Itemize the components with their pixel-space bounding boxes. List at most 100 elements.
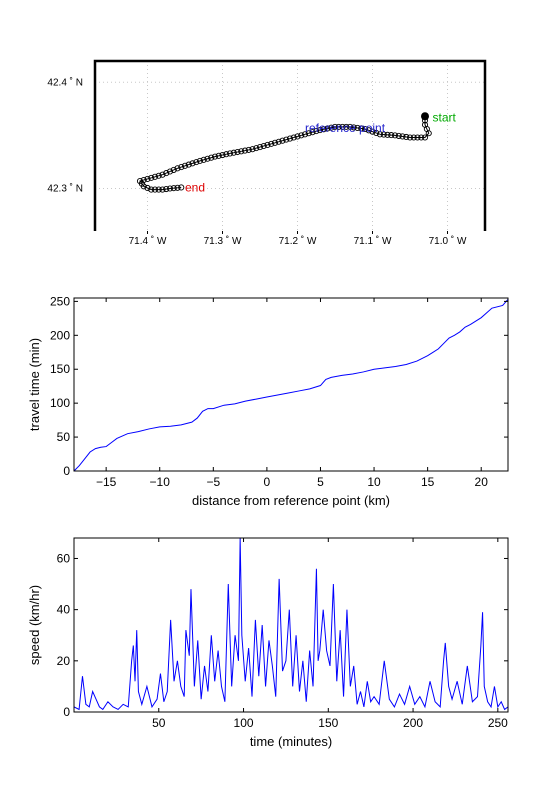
map-track-point xyxy=(380,131,387,138)
map-annotation-start: start xyxy=(433,111,457,125)
travel-x-tick-label: 10 xyxy=(367,475,381,489)
speed-y-tick-label: 60 xyxy=(57,551,71,565)
travel-time-chart: −15 −10 −5 0 5 10 15 20050100150200250distance … xyxy=(27,294,509,508)
map-track-point xyxy=(373,129,380,137)
map-x-tick-label: 71.0 ˚ W xyxy=(429,235,467,247)
map-track-chart: 71.4 ˚ W 71.3 ˚ W 71.2 ˚ W 71.1 ˚ W 71.0 ˚ W… xyxy=(47,59,487,247)
speed-series-line xyxy=(73,537,509,711)
travel-x-tick-label: −15 xyxy=(96,475,117,489)
travel-x-tick-label: −10 xyxy=(150,475,171,489)
map-track-point xyxy=(343,123,350,130)
map-track-point xyxy=(395,132,402,139)
map-track-point xyxy=(234,148,241,156)
map-track-point xyxy=(365,127,372,134)
travel-axes-box xyxy=(73,297,509,472)
map-track-point xyxy=(339,123,346,130)
speed-x-tick-label: 50 xyxy=(152,716,166,730)
map-track-point xyxy=(163,185,170,193)
speed-x-tick-label: 150 xyxy=(318,716,338,730)
map-track-point xyxy=(166,185,174,192)
travel-y-tick-label: 0 xyxy=(63,464,70,478)
map-track-point xyxy=(403,133,410,141)
map-track-point xyxy=(358,125,365,132)
map-track-point xyxy=(178,184,185,191)
map-track-point xyxy=(268,140,275,147)
map-track-line xyxy=(139,116,430,191)
map-track-point xyxy=(376,131,384,138)
map-track-point xyxy=(294,133,301,140)
map-track-point xyxy=(230,149,237,156)
travel-x-tick-label: 5 xyxy=(317,475,324,489)
speed-y-tick-label: 40 xyxy=(57,603,71,617)
speed-x-axis-label: time (minutes) xyxy=(250,734,332,749)
map-x-tick-label: 71.1 ˚ W xyxy=(354,235,392,247)
map-frame xyxy=(93,59,487,231)
map-track-point xyxy=(148,174,155,181)
map-track-point xyxy=(178,164,185,171)
map-track-point xyxy=(335,123,342,130)
map-track-point xyxy=(418,134,425,141)
map-track-point xyxy=(174,184,181,191)
map-y-tick-label: 42.4 ˚ N xyxy=(47,76,83,88)
map-track-point xyxy=(215,152,222,159)
map-x-tick-label: 71.3 ˚ W xyxy=(204,235,242,247)
map-track-point xyxy=(264,141,271,148)
map-track-point xyxy=(163,170,170,177)
travel-x-axis-label: distance from reference point (km) xyxy=(192,493,390,508)
map-track-point xyxy=(279,137,286,144)
map-track-point xyxy=(316,127,324,134)
map-track-point xyxy=(425,130,432,137)
map-track-point xyxy=(399,133,406,140)
map-track-point xyxy=(148,186,155,193)
map-track-point xyxy=(421,134,429,141)
map-track-point xyxy=(301,131,309,138)
travel-x-tick-label: 20 xyxy=(475,475,489,489)
map-track-point xyxy=(245,146,252,153)
speed-chart: 50 100 150 200 250 0 20 40 60 time (minutes) speed… xyxy=(27,537,509,749)
map-track-point xyxy=(170,185,177,192)
map-track-point xyxy=(388,132,395,139)
travel-series-line xyxy=(73,299,509,472)
map-track-point xyxy=(174,165,181,172)
speed-y-tick-label: 0 xyxy=(63,705,70,719)
map-track-point xyxy=(346,123,354,130)
map-track-point xyxy=(211,153,219,160)
travel-x-tick-label: 15 xyxy=(421,475,435,489)
map-x-tick-label: 71.2 ˚ W xyxy=(279,235,317,247)
travel-y-tick-label: 50 xyxy=(57,430,71,444)
map-track-point xyxy=(414,134,421,141)
map-track-point xyxy=(170,166,177,173)
map-track-point xyxy=(391,132,399,139)
map-track-point xyxy=(324,125,331,132)
map-track-point xyxy=(253,145,260,152)
map-x-tick-label: 71.4 ˚ W xyxy=(129,235,167,247)
map-track-point xyxy=(223,151,230,158)
map-track-point xyxy=(159,171,166,178)
map-track-point xyxy=(200,156,207,163)
map-track-point xyxy=(369,128,376,135)
travel-y-tick-label: 250 xyxy=(50,294,70,308)
map-track-point xyxy=(151,186,159,193)
map-track-point xyxy=(185,161,192,168)
map-track-point xyxy=(331,123,339,130)
map-track-point xyxy=(144,184,151,192)
map-annotation-reference-point: reference point xyxy=(305,121,386,135)
map-annotation-end: end xyxy=(185,181,205,195)
speed-x-tick-label: 250 xyxy=(488,716,508,730)
map-track-point xyxy=(238,148,245,155)
speed-x-tick-label: 200 xyxy=(403,716,423,730)
map-track-point xyxy=(290,134,297,141)
map-track-point xyxy=(155,172,162,179)
map-track-point xyxy=(309,129,316,136)
map-track-point xyxy=(208,154,215,161)
map-track-point xyxy=(181,162,189,169)
map-track-point xyxy=(204,155,211,162)
map-track-point xyxy=(313,128,320,135)
map-track-point xyxy=(159,186,166,193)
travel-x-tick-label: 0 xyxy=(264,475,271,489)
map-track-point xyxy=(320,126,327,133)
travel-y-tick-label: 150 xyxy=(50,362,70,376)
map-track-point xyxy=(189,160,196,167)
